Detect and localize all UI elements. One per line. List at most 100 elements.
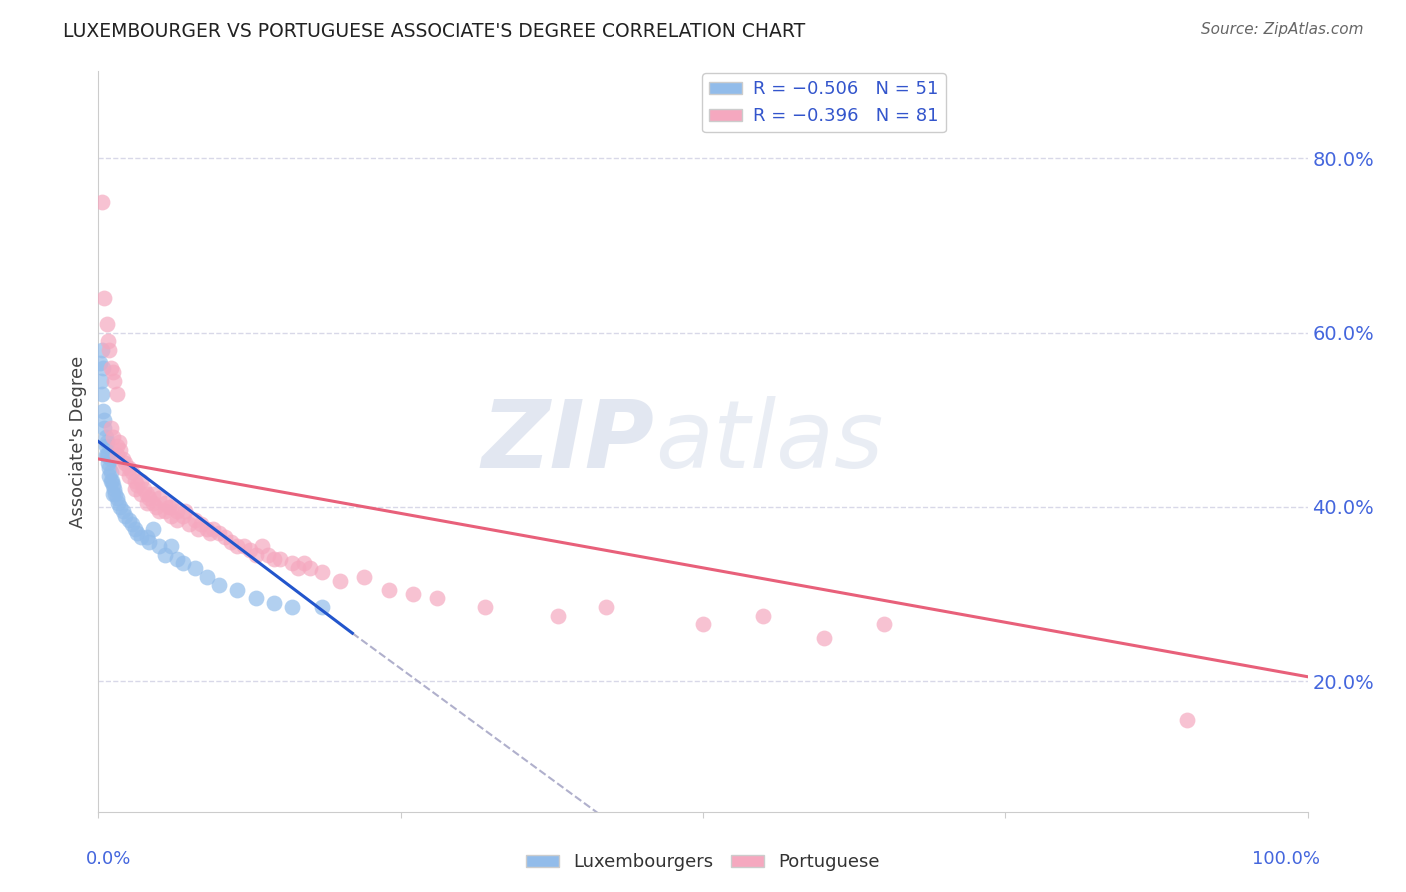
Point <box>101 487 124 501</box>
Point <box>104 487 127 501</box>
Point <box>160 500 183 514</box>
Point <box>377 582 399 597</box>
Point <box>166 504 188 518</box>
Point <box>239 543 262 558</box>
Point <box>101 430 124 444</box>
Point <box>148 504 170 518</box>
Point <box>135 495 157 509</box>
Legend: R = −0.506   N = 51, R = −0.396   N = 81: R = −0.506 N = 51, R = −0.396 N = 81 <box>702 73 946 132</box>
Point <box>90 374 112 388</box>
Point <box>166 513 188 527</box>
Point <box>107 495 129 509</box>
Point <box>129 487 152 501</box>
Point <box>138 491 160 505</box>
Point <box>142 487 165 501</box>
Point <box>166 552 188 566</box>
Point <box>114 456 136 470</box>
Point <box>226 539 249 553</box>
Point <box>100 421 122 435</box>
Point <box>93 291 115 305</box>
Point <box>184 513 207 527</box>
Point <box>96 317 118 331</box>
Y-axis label: Associate's Degree: Associate's Degree <box>69 355 87 528</box>
Point <box>142 522 165 536</box>
Point <box>172 508 194 523</box>
Point <box>292 557 315 571</box>
Point <box>299 561 322 575</box>
Point <box>281 600 304 615</box>
Point <box>98 469 121 483</box>
Point <box>329 574 352 588</box>
Point <box>474 600 496 615</box>
Point <box>96 448 118 462</box>
Point <box>127 526 149 541</box>
Point <box>208 578 231 592</box>
Point <box>402 587 425 601</box>
Point <box>160 539 183 553</box>
Point <box>118 469 141 483</box>
Point <box>114 508 136 523</box>
Legend: Luxembourgers, Portuguese: Luxembourgers, Portuguese <box>519 847 887 879</box>
Point <box>100 465 122 479</box>
Point <box>89 356 111 370</box>
Point <box>98 343 121 357</box>
Point <box>94 430 117 444</box>
Point <box>198 526 221 541</box>
Point <box>202 522 225 536</box>
Point <box>142 495 165 509</box>
Point <box>108 443 131 458</box>
Point <box>692 617 714 632</box>
Point <box>100 474 122 488</box>
Point <box>97 334 120 349</box>
Point <box>250 539 273 553</box>
Point <box>111 504 134 518</box>
Point <box>105 491 128 505</box>
Point <box>190 517 212 532</box>
Point <box>148 491 170 505</box>
Point <box>153 504 176 518</box>
Point <box>195 522 218 536</box>
Text: atlas: atlas <box>655 396 883 487</box>
Point <box>135 530 157 544</box>
Point <box>94 448 117 462</box>
Point <box>108 434 131 449</box>
Point <box>100 452 122 467</box>
Point <box>221 534 243 549</box>
Point <box>103 374 125 388</box>
Point <box>174 504 197 518</box>
Point <box>256 548 278 562</box>
Point <box>232 539 254 553</box>
Text: ZIP: ZIP <box>482 395 655 488</box>
Point <box>111 452 134 467</box>
Point <box>547 608 569 623</box>
Point <box>94 439 117 453</box>
Point <box>127 478 149 492</box>
Point <box>134 483 156 497</box>
Point <box>263 596 285 610</box>
Point <box>111 460 134 475</box>
Point <box>245 548 267 562</box>
Point <box>98 460 121 475</box>
Point <box>269 552 291 566</box>
Point <box>100 360 122 375</box>
Point <box>595 600 617 615</box>
Point <box>105 386 128 401</box>
Point <box>752 608 775 623</box>
Point <box>813 631 835 645</box>
Point <box>96 434 118 449</box>
Point <box>311 565 333 579</box>
Point <box>187 522 209 536</box>
Point <box>91 194 114 209</box>
Point <box>129 474 152 488</box>
Point <box>101 478 124 492</box>
Point <box>97 448 120 462</box>
Point <box>172 557 194 571</box>
Text: 100.0%: 100.0% <box>1251 849 1320 868</box>
Point <box>287 561 309 575</box>
Text: LUXEMBOURGER VS PORTUGUESE ASSOCIATE'S DEGREE CORRELATION CHART: LUXEMBOURGER VS PORTUGUESE ASSOCIATE'S D… <box>63 22 806 41</box>
Point <box>873 617 896 632</box>
Point <box>124 474 146 488</box>
Point <box>226 582 249 597</box>
Text: 0.0%: 0.0% <box>86 849 132 868</box>
Point <box>145 500 167 514</box>
